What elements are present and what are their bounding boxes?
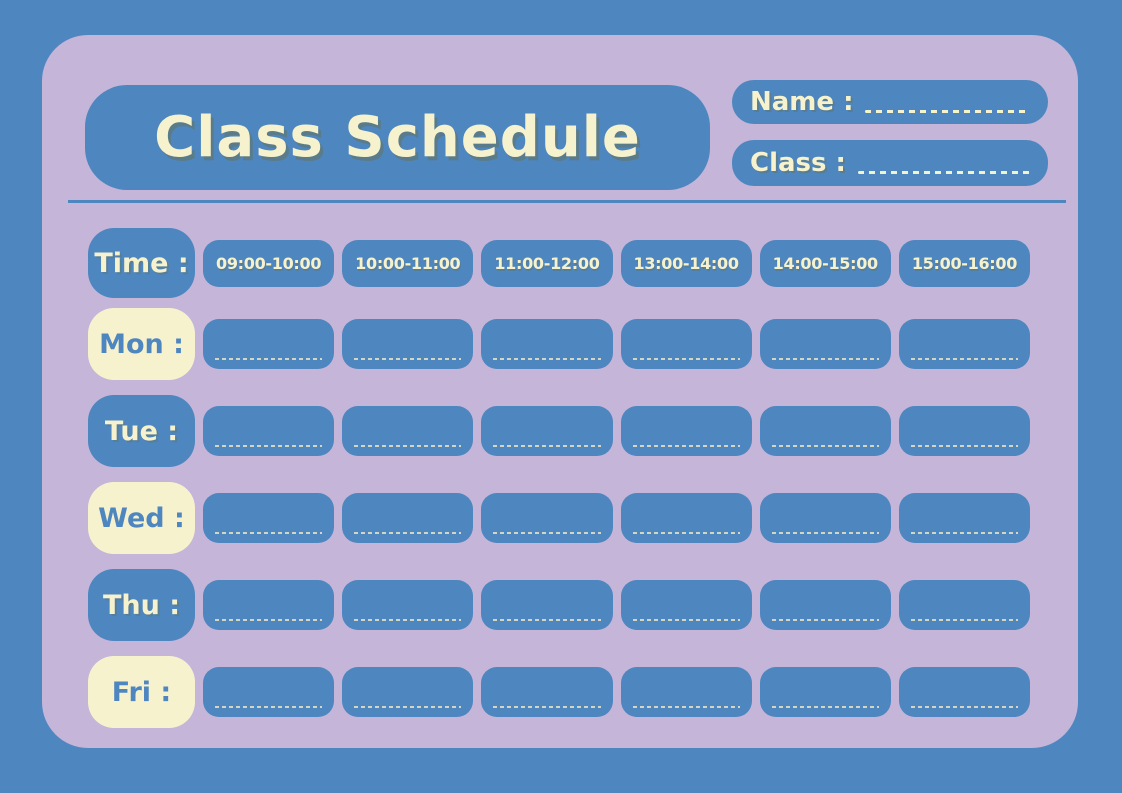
fill-in-line	[215, 619, 323, 621]
schedule-cell[interactable]	[203, 319, 335, 369]
schedule-cell[interactable]	[342, 406, 474, 456]
schedule-cell[interactable]	[203, 406, 335, 456]
fill-in-line	[354, 358, 462, 360]
fill-in-line	[771, 358, 879, 360]
schedule-cell[interactable]	[481, 580, 613, 630]
class-label: Class :	[750, 148, 846, 178]
fill-in-line	[771, 445, 879, 447]
time-row: Time : 09:00-10:00 10:00-11:00 11:00-12:…	[88, 228, 1031, 298]
fill-in-line	[215, 532, 323, 534]
schedule-cell[interactable]	[898, 493, 1031, 543]
time-slot: 11:00-12:00	[481, 239, 613, 287]
fill-in-line	[910, 532, 1019, 534]
schedule-cell[interactable]	[620, 667, 752, 717]
fill-in-line	[354, 706, 462, 708]
schedule-cell[interactable]	[203, 667, 335, 717]
day-label-mon: Mon :	[88, 308, 195, 380]
fill-in-line	[910, 445, 1019, 447]
schedule-cell[interactable]	[203, 580, 335, 630]
fill-in-line	[910, 619, 1019, 621]
day-label-thu: Thu :	[88, 569, 195, 641]
schedule-cell[interactable]	[620, 493, 752, 543]
day-row-mon: Mon :	[88, 308, 1031, 380]
fill-in-line	[354, 619, 462, 621]
fill-in-line	[771, 706, 879, 708]
fill-in-line	[493, 358, 601, 360]
time-slot: 14:00-15:00	[759, 239, 891, 287]
name-label: Name :	[750, 87, 854, 117]
schedule-cell[interactable]	[481, 493, 613, 543]
day-label-tue: Tue :	[88, 395, 195, 467]
schedule-cell[interactable]	[342, 580, 474, 630]
schedule-cell[interactable]	[759, 406, 891, 456]
day-row-fri: Fri :	[88, 656, 1031, 728]
fill-in-line	[771, 619, 879, 621]
fill-in-line	[632, 706, 740, 708]
schedule-cell[interactable]	[481, 406, 613, 456]
schedule-cell[interactable]	[620, 406, 752, 456]
schedule-cell[interactable]	[203, 493, 335, 543]
fill-in-line	[632, 358, 740, 360]
page-title: Class Schedule	[154, 105, 641, 170]
schedule-cell[interactable]	[620, 319, 752, 369]
schedule-cell[interactable]	[342, 667, 474, 717]
schedule-card: Class Schedule Name : Class : Time : 09:…	[42, 35, 1078, 748]
fill-in-line	[354, 445, 462, 447]
fill-in-line	[632, 445, 740, 447]
schedule-cell[interactable]	[759, 493, 891, 543]
time-slot: 10:00-11:00	[342, 239, 474, 287]
fill-in-line	[493, 445, 601, 447]
schedule-cell[interactable]	[898, 406, 1031, 456]
schedule-cell[interactable]	[342, 319, 474, 369]
fill-in-line	[215, 358, 323, 360]
day-row-thu: Thu :	[88, 569, 1031, 641]
schedule-cell[interactable]	[898, 319, 1031, 369]
fill-in-line	[493, 706, 601, 708]
class-field: Class :	[732, 140, 1048, 186]
schedule-cell[interactable]	[898, 580, 1031, 630]
fill-in-line	[215, 706, 323, 708]
day-label-wed: Wed :	[88, 482, 195, 554]
fill-in-line	[632, 619, 740, 621]
schedule-cell[interactable]	[759, 319, 891, 369]
class-fill-line[interactable]	[857, 170, 1030, 174]
time-label: Time :	[88, 228, 195, 298]
schedule-cell[interactable]	[481, 319, 613, 369]
fill-in-line	[771, 532, 879, 534]
fill-in-line	[215, 445, 323, 447]
time-slot: 15:00-16:00	[898, 239, 1031, 287]
fill-in-line	[910, 358, 1019, 360]
day-label-fri: Fri :	[88, 656, 195, 728]
schedule-cell[interactable]	[759, 667, 891, 717]
schedule-cell[interactable]	[342, 493, 474, 543]
schedule-cell[interactable]	[759, 580, 891, 630]
fill-in-line	[493, 619, 601, 621]
schedule-cell[interactable]	[481, 667, 613, 717]
fill-in-line	[632, 532, 740, 534]
fill-in-line	[910, 706, 1019, 708]
day-row-wed: Wed :	[88, 482, 1031, 554]
day-row-tue: Tue :	[88, 395, 1031, 467]
fill-in-line	[493, 532, 601, 534]
schedule-cell[interactable]	[620, 580, 752, 630]
time-slot: 13:00-14:00	[620, 239, 752, 287]
fill-in-line	[354, 532, 462, 534]
time-slot: 09:00-10:00	[203, 239, 335, 287]
header-divider	[68, 200, 1066, 203]
title-pill: Class Schedule	[85, 85, 710, 190]
name-field: Name :	[732, 80, 1048, 124]
name-fill-line[interactable]	[865, 109, 1030, 113]
schedule-cell[interactable]	[898, 667, 1031, 717]
